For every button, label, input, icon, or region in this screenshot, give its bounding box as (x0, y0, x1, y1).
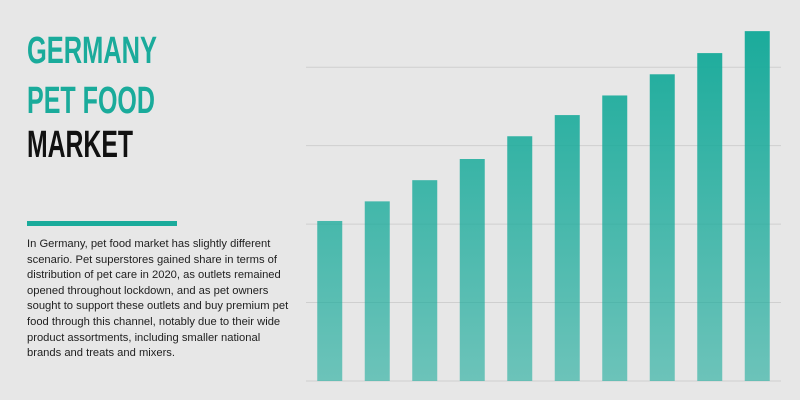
bar (697, 53, 723, 381)
bar (317, 220, 343, 381)
bar (649, 74, 675, 381)
bar (554, 115, 580, 381)
title-line: MARKET (27, 124, 133, 166)
bar (744, 31, 770, 381)
bar (364, 201, 390, 381)
bar (602, 95, 628, 381)
accent-bar (27, 221, 177, 226)
title-line: GERMANY (27, 30, 157, 72)
bar (412, 180, 438, 381)
description: In Germany, pet food market has slightly… (27, 238, 289, 360)
bar (459, 159, 485, 381)
title-line: PET FOOD (27, 80, 155, 122)
bar (507, 136, 533, 381)
